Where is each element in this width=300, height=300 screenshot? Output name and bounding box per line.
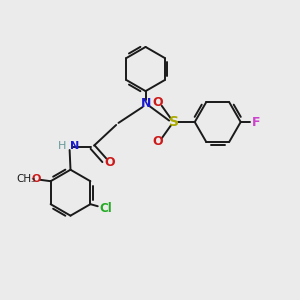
Text: S: S <box>169 115 178 129</box>
Text: O: O <box>152 135 163 148</box>
Text: N: N <box>140 97 151 110</box>
Text: CH₃: CH₃ <box>16 174 36 184</box>
Text: O: O <box>104 156 115 169</box>
Text: F: F <box>252 116 260 128</box>
Text: O: O <box>31 174 40 184</box>
Text: H: H <box>58 142 66 152</box>
Text: N: N <box>70 142 79 152</box>
Text: Cl: Cl <box>100 202 112 215</box>
Text: O: O <box>152 96 163 110</box>
